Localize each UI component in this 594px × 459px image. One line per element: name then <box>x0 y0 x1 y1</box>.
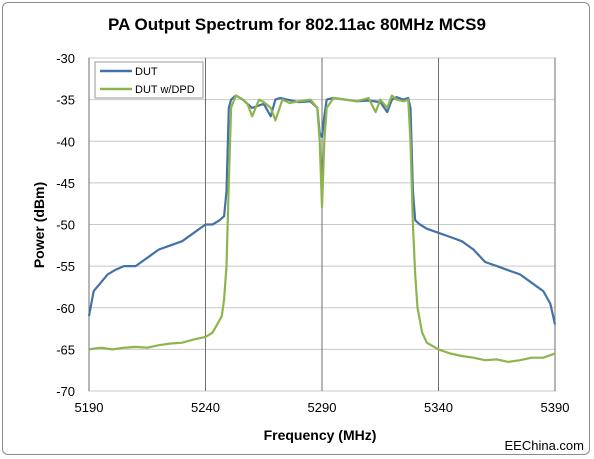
legend: DUT DUT w/DPD <box>94 61 204 99</box>
y-axis-label: Power (dBm) <box>31 182 47 268</box>
x-tick-label: 5290 <box>308 400 337 415</box>
grid-lines <box>88 57 556 392</box>
y-tick-label: -30 <box>56 51 75 66</box>
chart-title: PA Output Spectrum for 802.11ac 80MHz MC… <box>108 15 486 34</box>
y-tick-label: -70 <box>56 384 75 399</box>
series-layer <box>87 94 557 363</box>
chart-frame <box>2 2 590 455</box>
x-tick-label: 5190 <box>75 400 104 415</box>
x-tick-label: 5340 <box>424 400 453 415</box>
x-tick-label: 5240 <box>191 400 220 415</box>
legend-label-dut: DUT <box>135 66 158 78</box>
y-tick-label: -35 <box>56 93 75 108</box>
y-tick-label: -40 <box>56 134 75 149</box>
x-tick-label: 5390 <box>541 400 570 415</box>
x-axis-label: Frequency (MHz) <box>264 427 377 443</box>
y-tick-label: -60 <box>56 301 75 316</box>
x-tick-labels: 5190 5240 5290 5340 5390 <box>75 400 570 415</box>
y-tick-label: -45 <box>56 176 75 191</box>
y-tick-label: -65 <box>56 342 75 357</box>
legend-label-dut-dpd: DUT w/DPD <box>135 84 195 96</box>
source-credit: EEChina.com <box>505 438 584 453</box>
y-tick-label: -50 <box>56 218 75 233</box>
series-line-dut-dpd <box>88 94 556 363</box>
y-tick-labels: -30 -35 -40 -45 -50 -55 -60 -65 -70 <box>56 51 75 399</box>
legend-box <box>94 61 204 99</box>
y-tick-label: -55 <box>56 259 75 274</box>
